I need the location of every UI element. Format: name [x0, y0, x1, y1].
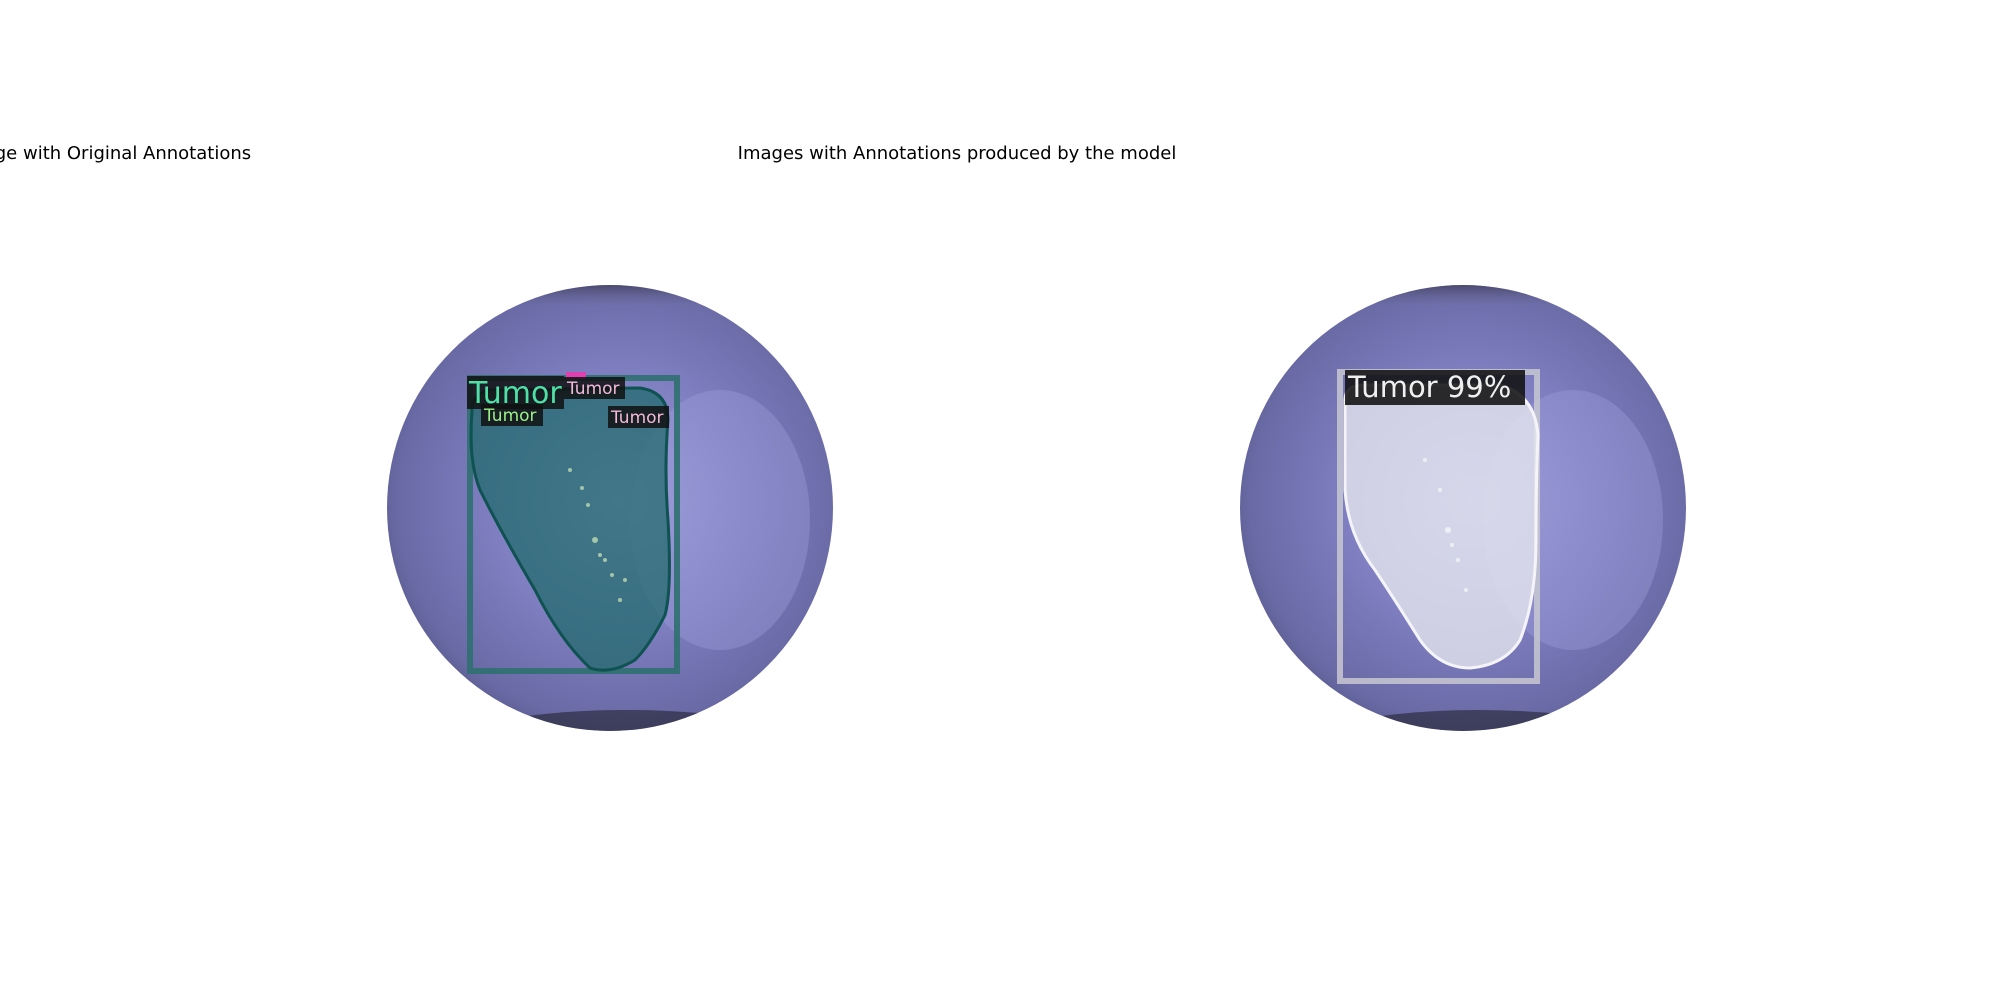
svg-text:Tumor: Tumor	[483, 406, 537, 426]
original-annotations-image: Tumor Tumor Tumor Tumor	[387, 285, 833, 731]
model-annotations-image: Tumor 99%	[1240, 285, 1686, 731]
svg-text:Tumor: Tumor	[566, 379, 620, 399]
right-panel: Images with Annotations produced by the …	[738, 0, 2000, 1000]
label-tumor-4: Tumor	[608, 406, 669, 428]
left-panel: Image with Original Annotations	[0, 143, 833, 731]
label-tumor-1: Tumor	[467, 376, 564, 411]
right-panel-title: Images with Annotations produced by the …	[737, 143, 1177, 164]
svg-text:Tumor 99%: Tumor 99%	[1347, 370, 1511, 404]
svg-text:Tumor: Tumor	[610, 408, 664, 428]
left-panel-title: Image with Original Annotations	[0, 143, 252, 164]
mask-speckles	[1423, 458, 1468, 592]
label-tumor-99: Tumor 99%	[1345, 370, 1525, 405]
label-tumor-3: Tumor	[564, 377, 625, 399]
label-tumor-2: Tumor	[481, 404, 543, 426]
mask-speckles	[568, 468, 627, 602]
small-annotation-marker	[566, 372, 586, 379]
